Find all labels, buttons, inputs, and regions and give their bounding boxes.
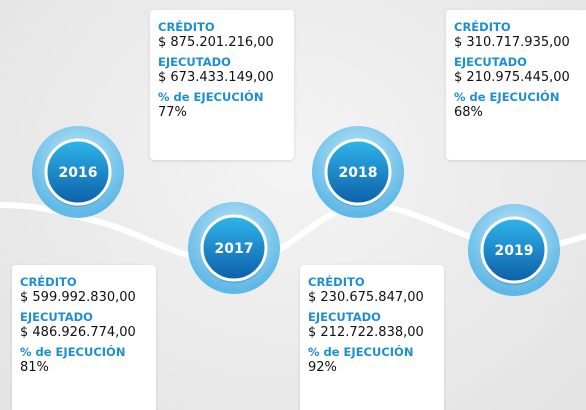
- field-value: $ 875.201.216,00: [158, 35, 274, 50]
- field-value: 77%: [158, 105, 187, 120]
- field-value: 68%: [454, 105, 483, 120]
- year-label: 2019: [495, 243, 534, 259]
- year-card: CRÉDITO $ 310.717.935,00 EJECUTADO $ 210.97…: [446, 10, 586, 160]
- field-label: EJECUTADO: [454, 55, 527, 69]
- field-label: % de EJECUCIÓN: [20, 345, 126, 359]
- year-label: 2017: [215, 241, 254, 257]
- year-circle: [44, 138, 112, 206]
- field-label: % de EJECUCIÓN: [158, 90, 264, 104]
- field-label: CRÉDITO: [20, 275, 77, 289]
- year-card: CRÉDITO $ 230.675.847,00 EJECUTADO $ 212.72…: [300, 265, 444, 410]
- year-label: 2018: [339, 165, 378, 181]
- field-value: $ 212.722.838,00: [308, 325, 424, 340]
- field-label: EJECUTADO: [308, 310, 381, 324]
- year-card: CRÉDITO $ 599.992.830,00 EJECUTADO $ 486.92…: [12, 265, 156, 410]
- year-circle: [324, 138, 392, 206]
- field-label: EJECUTADO: [158, 55, 231, 69]
- field-value: 81%: [20, 360, 49, 375]
- field-value: $ 230.675.847,00: [308, 290, 424, 305]
- field-value: $ 486.926.774,00: [20, 325, 136, 340]
- field-value: $ 210.975.445,00: [454, 70, 570, 85]
- year-label: 2016: [59, 165, 98, 181]
- field-label: CRÉDITO: [308, 275, 365, 289]
- field-value: $ 673.433.149,00: [158, 70, 274, 85]
- field-label: % de EJECUCIÓN: [308, 345, 414, 359]
- year-circle: [480, 216, 548, 284]
- field-label: CRÉDITO: [158, 20, 215, 34]
- field-value: $ 599.992.830,00: [20, 290, 136, 305]
- field-value: 92%: [308, 360, 337, 375]
- field-label: EJECUTADO: [20, 310, 93, 324]
- field-label: CRÉDITO: [454, 20, 511, 34]
- year-card: CRÉDITO $ 875.201.216,00 EJECUTADO $ 673.43…: [150, 10, 294, 160]
- field-label: % de EJECUCIÓN: [454, 90, 560, 104]
- year-circle: [200, 214, 268, 282]
- field-value: $ 310.717.935,00: [454, 35, 570, 50]
